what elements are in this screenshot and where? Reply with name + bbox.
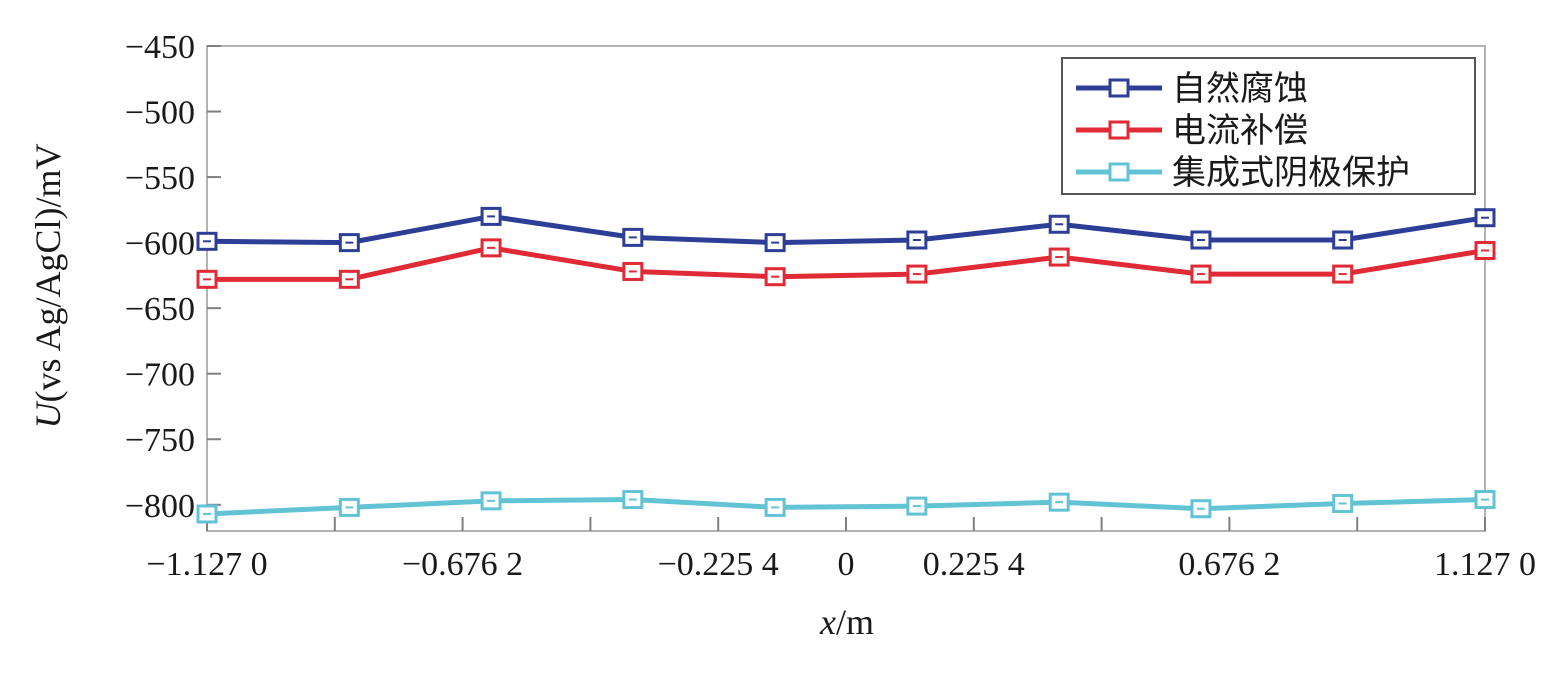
y-tick-label: −700 (125, 357, 195, 394)
y-axis-variable: U (28, 401, 68, 429)
x-tick-label: −0.225 4 (658, 546, 779, 583)
legend-swatch-marker (1110, 164, 1128, 180)
series-layer (198, 208, 1494, 522)
y-tick-label: −550 (125, 160, 195, 197)
y-axis-label: U(vs Ag/AgCl)/mV (28, 143, 68, 428)
y-tick-label: −450 (125, 29, 195, 66)
y-tick-label: −750 (125, 422, 195, 459)
legend-swatch-marker (1110, 122, 1128, 138)
legend-swatch-marker (1110, 80, 1128, 96)
series-line (207, 500, 1485, 514)
x-tick-label: 0 (838, 546, 855, 583)
x-tick-label: −0.676 2 (402, 546, 523, 583)
series-line (207, 216, 1485, 242)
x-tick-label: −1.127 0 (146, 546, 267, 583)
legend-label: 电流补偿 (1172, 111, 1308, 151)
y-tick-label: −800 (125, 488, 195, 525)
x-tick-label: 0.676 2 (1178, 546, 1280, 583)
x-tick-label: 1.127 0 (1434, 546, 1536, 583)
series-line (207, 248, 1485, 279)
x-tick-label: 0.225 4 (923, 546, 1025, 583)
legend-label: 自然腐蚀 (1172, 69, 1308, 109)
series-1 (198, 208, 1494, 250)
x-axis-unit: /m (836, 602, 874, 642)
legend-label: 集成式阴极保护 (1172, 153, 1410, 193)
x-axis-label: x/m (819, 602, 874, 642)
y-tick-label: −500 (125, 95, 195, 132)
series-2 (198, 240, 1494, 287)
x-axis-ticks: −1.127 0 −0.676 2 −0.225 4 0 0.225 4 0.676 2 1… (146, 517, 1536, 583)
y-axis-unit: (vs Ag/AgCl)/mV (28, 143, 68, 402)
y-tick-label: −600 (125, 226, 195, 263)
y-tick-label: −650 (125, 291, 195, 328)
x-axis-variable: x (819, 602, 836, 642)
